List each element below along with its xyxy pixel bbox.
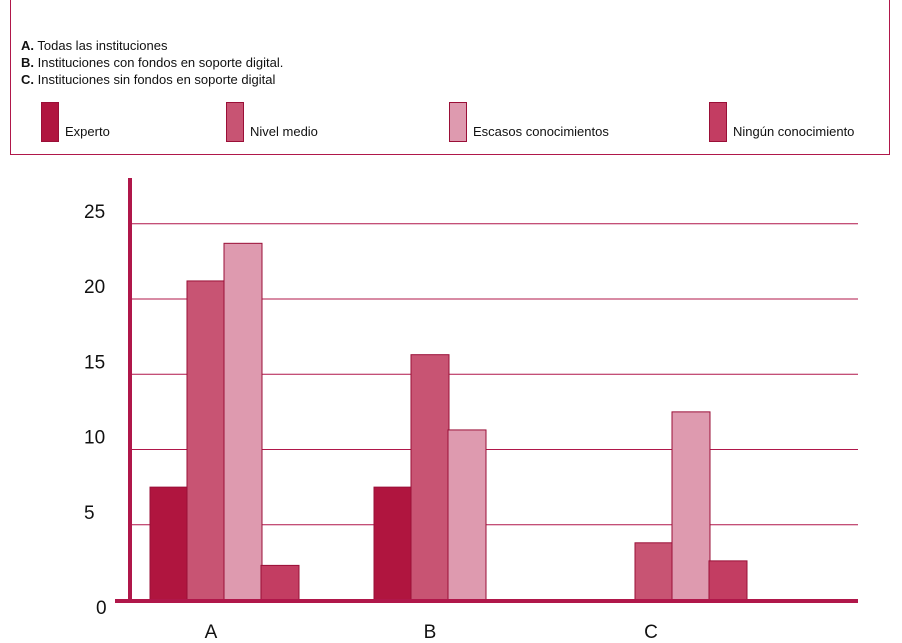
x-tick-label-b: B xyxy=(424,622,437,643)
bar-chart: 0 5 10 15 20 25 A B C xyxy=(84,178,858,643)
note-b: B. Instituciones con fondos en soporte d… xyxy=(21,55,283,70)
bar-a-0 xyxy=(149,486,189,601)
bar-b-0 xyxy=(373,486,413,601)
note-c: C. Instituciones sin fondos en soporte d… xyxy=(21,72,275,87)
legend-swatch-experto xyxy=(41,102,59,142)
x-tick-label-a: A xyxy=(205,622,218,643)
note-b-text: Instituciones con fondos en soporte digi… xyxy=(34,55,284,70)
legend-label-nivel-medio: Nivel medio xyxy=(250,124,318,139)
y-tick-label-5: 5 xyxy=(84,503,95,524)
note-c-key: C. xyxy=(21,72,34,87)
legend-label-escasos: Escasos conocimientos xyxy=(473,124,609,139)
legend-swatch-escasos xyxy=(449,102,467,142)
note-b-key: B. xyxy=(21,55,34,70)
bar-c-3 xyxy=(708,560,748,601)
note-a-key: A. xyxy=(21,38,34,53)
y-tick-label-25: 25 xyxy=(84,202,105,223)
note-a-text: Todas las instituciones xyxy=(34,38,168,53)
y-tick-label-10: 10 xyxy=(84,428,105,449)
note-c-text: Instituciones sin fondos en soporte digi… xyxy=(34,72,276,87)
legend-swatch-ninguno xyxy=(709,102,727,142)
bar-c-2 xyxy=(671,411,711,601)
legend-swatch-nivel-medio xyxy=(226,102,244,142)
y-tick-label-15: 15 xyxy=(84,352,105,373)
legend-label-ninguno: Ningún conocimiento xyxy=(733,124,855,139)
bar-a-1 xyxy=(186,280,226,601)
y-tick-label-0: 0 xyxy=(96,598,107,619)
bar-a-2 xyxy=(223,242,263,601)
legend-box: A. Todas las instituciones B. Institucio… xyxy=(10,0,890,155)
y-tick-label-20: 20 xyxy=(84,277,105,298)
bar-b-2 xyxy=(447,429,487,601)
bar-b-1 xyxy=(410,354,450,601)
note-a: A. Todas las instituciones xyxy=(21,38,167,53)
bar-c-1 xyxy=(634,542,674,601)
x-tick-label-c: C xyxy=(644,622,658,643)
bar-a-3 xyxy=(260,564,300,601)
legend-label-experto: Experto xyxy=(65,124,110,139)
